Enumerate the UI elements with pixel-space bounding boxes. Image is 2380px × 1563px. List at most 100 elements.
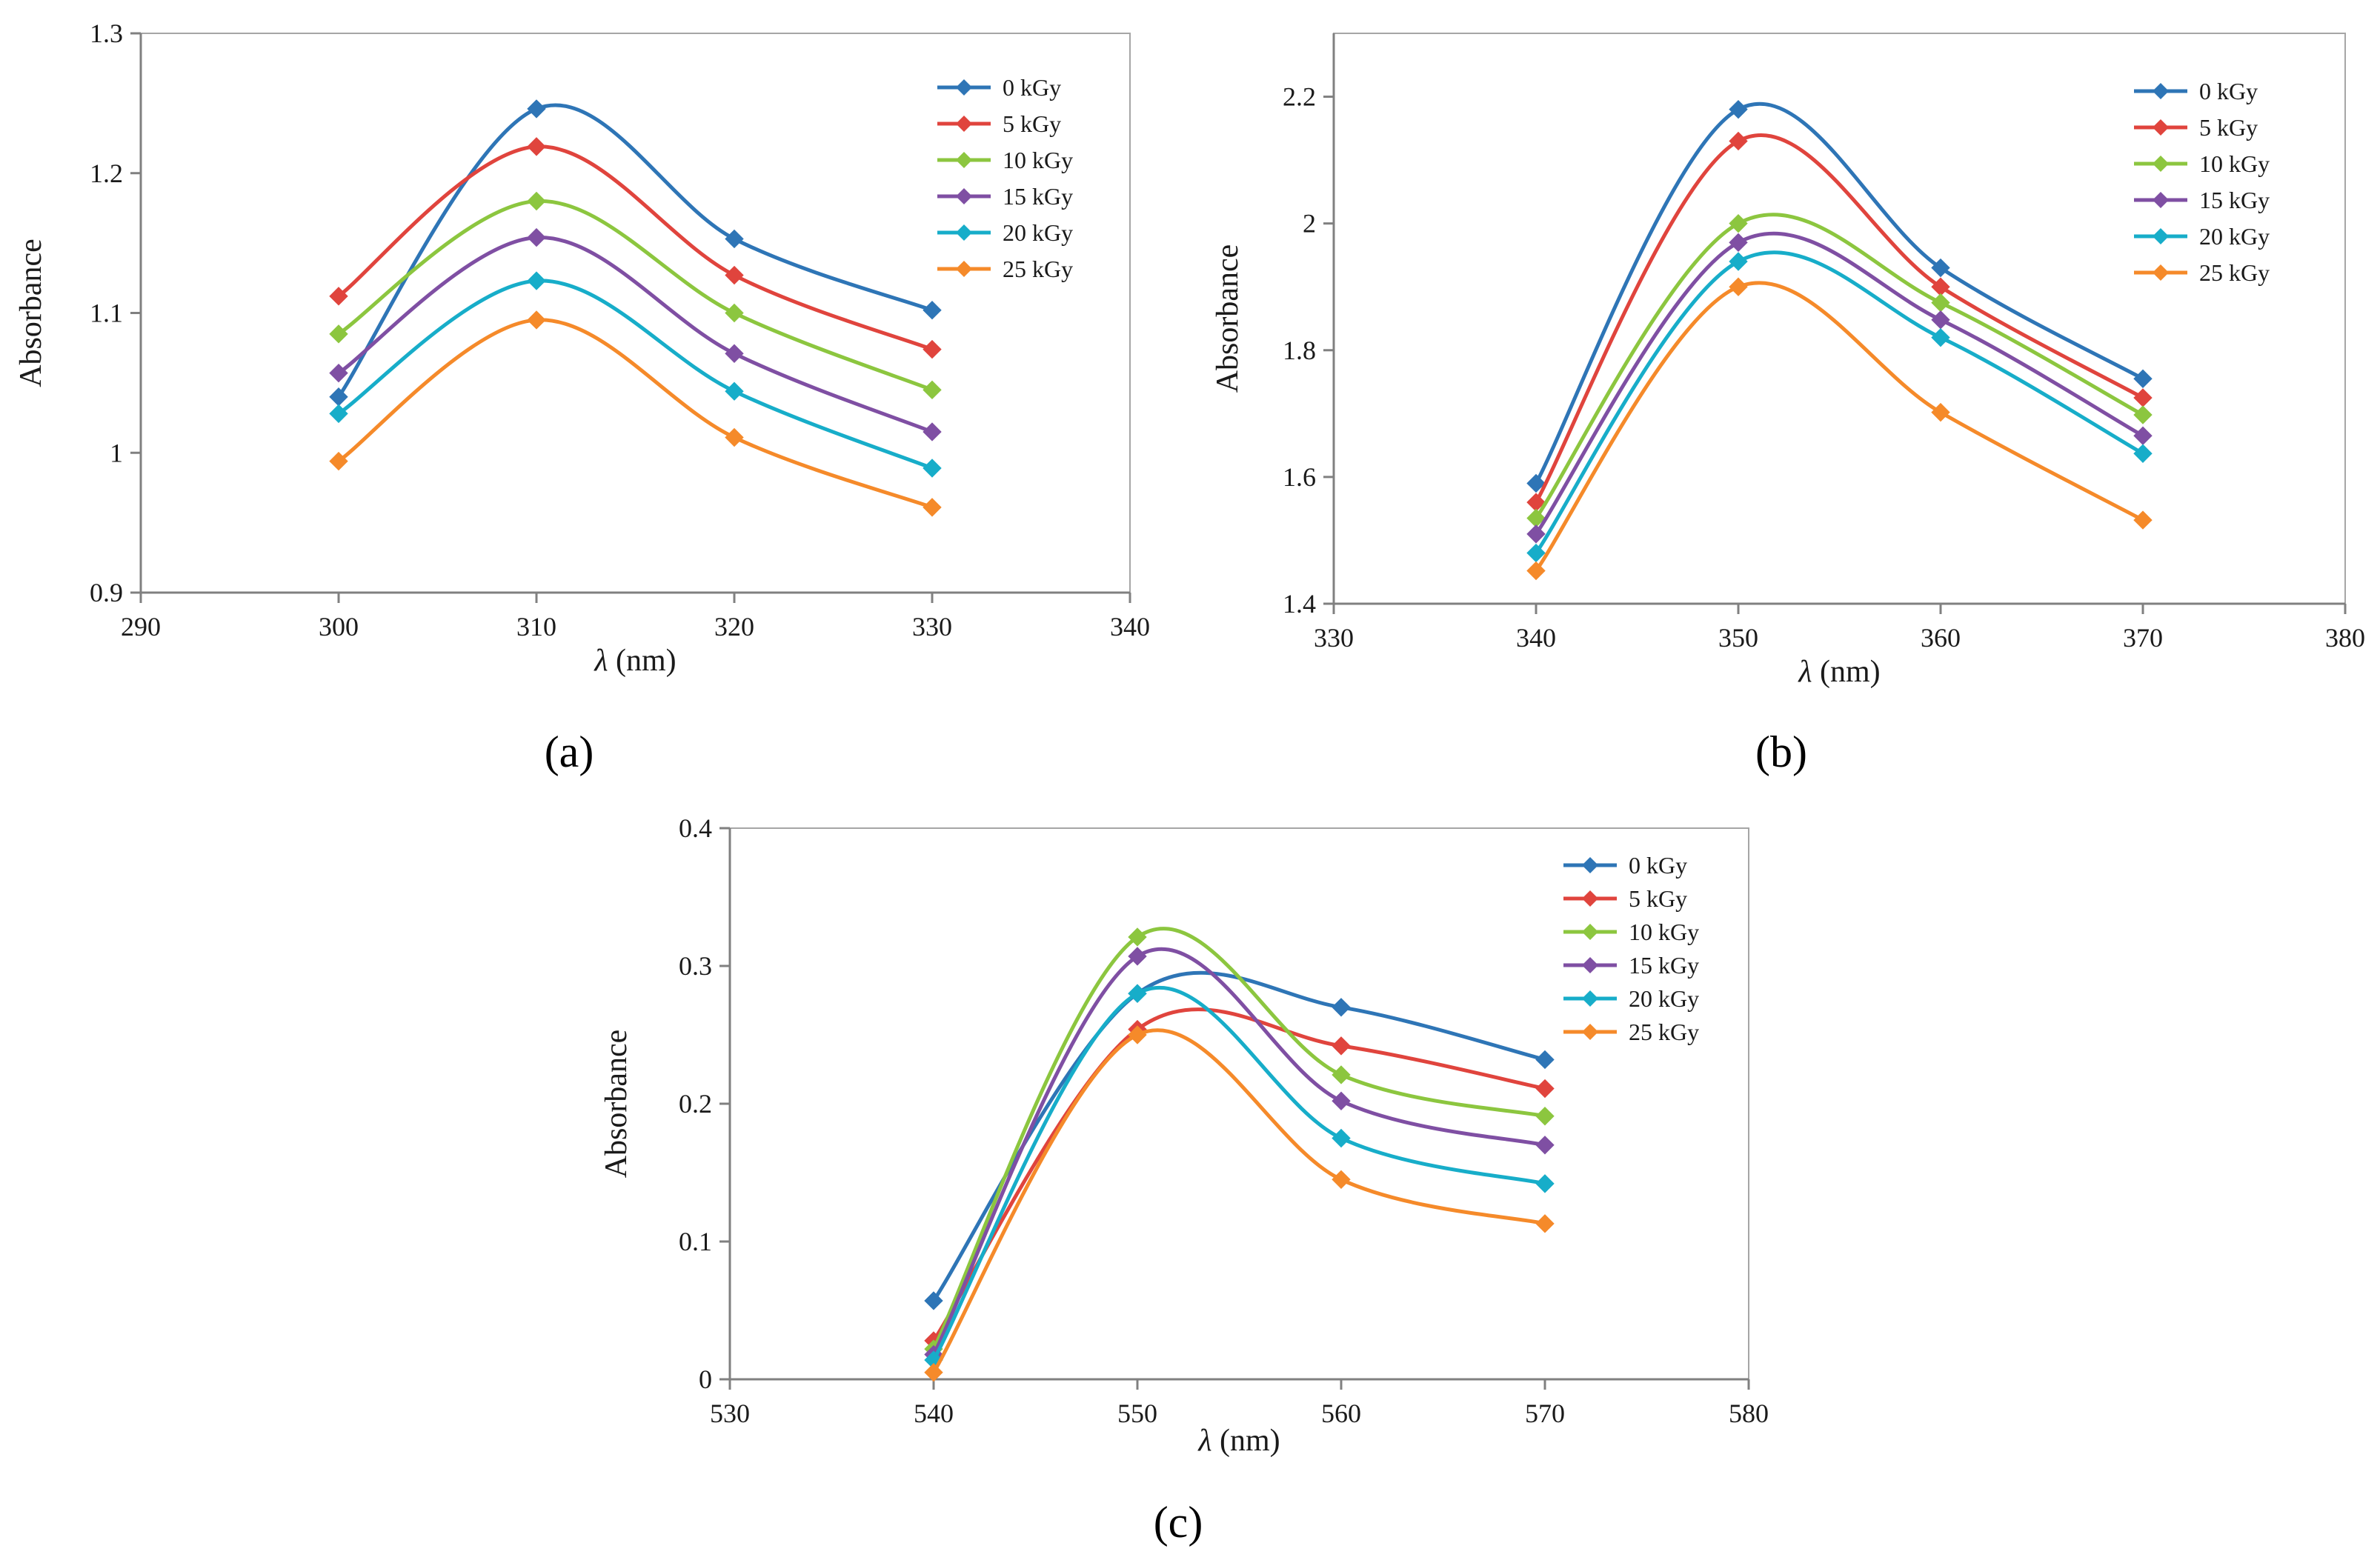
data-point-marker <box>1332 998 1351 1017</box>
series-line <box>931 947 1546 1356</box>
series-line <box>931 985 1546 1362</box>
plot-area-border <box>140 33 1131 593</box>
data-point-marker <box>1128 947 1147 966</box>
series-25-kgy <box>329 310 942 517</box>
data-point-marker <box>329 324 348 344</box>
y-axis-title: Absorbance <box>1211 244 1245 393</box>
legend-marker <box>2153 119 2169 136</box>
series-0-kgy <box>1526 99 2153 493</box>
x-tick-label: 530 <box>710 1399 750 1428</box>
y-tick-label: 1 <box>110 438 123 467</box>
series-line <box>337 199 933 392</box>
legend-label: 0 kGy <box>2199 78 2258 104</box>
x-axis-title-unit: (nm) <box>1212 1424 1280 1458</box>
data-point-marker <box>1931 293 1950 313</box>
y-tick-label: 1.3 <box>90 19 123 48</box>
y-tick-label: 2.2 <box>1283 82 1316 112</box>
plot-area-border <box>729 827 1749 1380</box>
series-20-kgy <box>1526 250 2153 563</box>
series-10-kgy <box>1526 213 2153 528</box>
data-point-marker <box>527 137 546 156</box>
legend-label: 10 kGy <box>2199 150 2270 177</box>
x-tick-label: 570 <box>1525 1399 1565 1428</box>
chart-a: 0.9 1 1.1 1.2 1.3 290 300 310 320 330 340 Absorbanc… <box>14 19 1150 678</box>
y-tick-label: 0.4 <box>679 813 712 843</box>
y-tick-label: 1.2 <box>90 159 123 188</box>
data-point-marker <box>1332 1036 1351 1056</box>
data-point-marker <box>1729 277 1748 296</box>
series-line <box>337 279 933 470</box>
data-point-marker <box>923 301 942 320</box>
legend-marker <box>956 224 972 241</box>
legend-marker <box>2153 83 2169 99</box>
data-point-marker <box>1729 252 1748 271</box>
data-point-marker <box>1729 131 1748 151</box>
legend-marker <box>2153 192 2169 208</box>
data-point-marker <box>1128 927 1147 947</box>
x-tick-label: 300 <box>319 612 359 641</box>
series-line <box>337 144 933 351</box>
legend-marker <box>1582 990 1598 1007</box>
series-25-kgy <box>924 1025 1555 1382</box>
data-point-marker <box>329 387 348 407</box>
data-point-marker <box>1128 1025 1147 1044</box>
data-point-marker <box>527 310 546 330</box>
data-point-marker <box>1535 1174 1555 1193</box>
data-point-marker <box>1526 561 1546 581</box>
legend-marker <box>956 152 972 168</box>
legend-marker <box>2153 156 2169 172</box>
x-tick-label: 550 <box>1117 1399 1157 1428</box>
series-25-kgy <box>1526 277 2153 581</box>
chart-b: 1.4 1.6 1.8 2 2.2 330 340 350 360 370 380 Absorbanc… <box>1211 33 2365 689</box>
x-tick-label: 360 <box>1921 623 1961 653</box>
legend-label: 20 kGy <box>2199 223 2270 250</box>
data-point-marker <box>527 99 546 119</box>
legend-label: 25 kGy <box>1003 256 1073 282</box>
x-axis-title-symbol: λ <box>1197 1424 1211 1458</box>
legend-marker <box>956 79 972 96</box>
data-point-marker <box>1931 310 1950 330</box>
data-point-marker <box>2133 510 2153 530</box>
legend-marker <box>956 261 972 277</box>
data-point-marker <box>1128 984 1147 1003</box>
legend-marker <box>2153 228 2169 244</box>
data-point-marker <box>2133 444 2153 463</box>
data-point-marker <box>924 1362 943 1382</box>
series-line <box>336 103 933 399</box>
legend-marker <box>1582 957 1598 973</box>
legend-marker <box>1582 857 1598 873</box>
data-point-marker <box>1535 1050 1555 1070</box>
panel-label: (b) <box>1755 727 1807 776</box>
y-tick-label: 0.1 <box>679 1227 712 1256</box>
data-point-marker <box>923 422 942 441</box>
x-axis-title: λ (nm) <box>1197 1424 1280 1458</box>
series-line <box>931 927 1546 1350</box>
panel-label: (a) <box>545 727 594 776</box>
series-line <box>337 236 933 434</box>
data-point-marker <box>725 344 744 363</box>
x-tick-label: 310 <box>516 612 556 641</box>
y-tick-label: 0.9 <box>90 578 123 607</box>
data-point-marker <box>1535 1107 1555 1126</box>
x-tick-label: 330 <box>1314 623 1354 653</box>
legend-label: 0 kGy <box>1629 852 1687 879</box>
data-point-marker <box>1535 1136 1555 1155</box>
data-point-marker <box>1931 258 1950 278</box>
data-point-marker <box>1729 233 1748 253</box>
legend-marker <box>1582 924 1598 940</box>
legend-label: 20 kGy <box>1629 985 1699 1012</box>
legend-label: 25 kGy <box>2199 259 2270 286</box>
series-line <box>931 1007 1546 1342</box>
legend-label: 15 kGy <box>2199 187 2270 213</box>
data-point-marker <box>2133 405 2153 424</box>
x-tick-label: 340 <box>1110 612 1150 641</box>
x-axis-title-symbol: λ <box>593 644 608 678</box>
data-point-marker <box>329 451 348 471</box>
data-point-marker <box>924 1291 943 1310</box>
data-point-marker <box>1729 99 1748 119</box>
data-point-marker <box>1931 327 1950 347</box>
legend-label: 0 kGy <box>1003 74 1061 101</box>
data-point-marker <box>329 363 348 383</box>
x-tick-label: 580 <box>1729 1399 1769 1428</box>
